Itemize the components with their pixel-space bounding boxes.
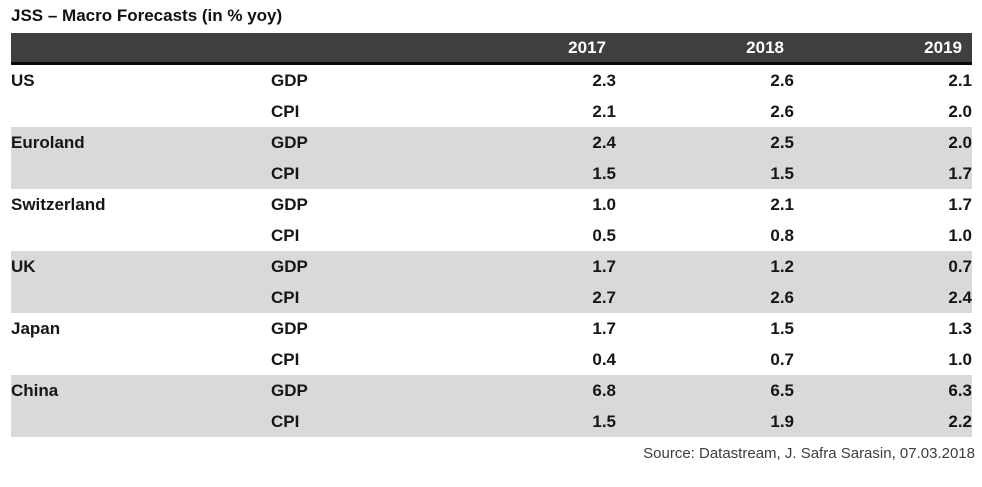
country-cell: US bbox=[11, 63, 271, 96]
value-cell: 0.7 bbox=[794, 251, 972, 282]
page-title: JSS – Macro Forecasts (in % yoy) bbox=[11, 6, 283, 25]
value-cell: 2.6 bbox=[616, 282, 794, 313]
value-cell: 1.5 bbox=[438, 158, 616, 189]
country-cell: China bbox=[11, 375, 271, 406]
value-cell: 2.4 bbox=[794, 282, 972, 313]
value-cell: 2.1 bbox=[794, 63, 972, 96]
header-spacer-metric bbox=[271, 33, 438, 65]
value-cell: 1.2 bbox=[616, 251, 794, 282]
value-cell: 1.7 bbox=[438, 251, 616, 282]
value-cell: 2.2 bbox=[794, 406, 972, 437]
value-cell: 2.0 bbox=[794, 96, 972, 127]
value-cell: 1.5 bbox=[616, 158, 794, 189]
value-cell: 0.5 bbox=[438, 220, 616, 251]
value-cell: 1.5 bbox=[438, 406, 616, 437]
country-cell bbox=[11, 158, 271, 189]
metric-cell: CPI bbox=[271, 220, 438, 251]
value-cell: 1.0 bbox=[438, 189, 616, 220]
table-row-uk-gdp: UK GDP 1.7 1.2 0.7 bbox=[11, 251, 972, 282]
metric-cell: GDP bbox=[271, 189, 438, 220]
country-cell: Japan bbox=[11, 313, 271, 344]
value-cell: 1.9 bbox=[616, 406, 794, 437]
metric-cell: GDP bbox=[271, 127, 438, 158]
value-cell: 2.7 bbox=[438, 282, 616, 313]
table-row-euroland-cpi: CPI 1.5 1.5 1.7 bbox=[11, 158, 972, 189]
table-row-japan-gdp: Japan GDP 1.7 1.5 1.3 bbox=[11, 313, 972, 344]
country-cell bbox=[11, 344, 271, 375]
value-cell: 2.1 bbox=[616, 189, 794, 220]
table-row-us-cpi: CPI 2.1 2.6 2.0 bbox=[11, 96, 972, 127]
value-cell: 6.8 bbox=[438, 375, 616, 406]
value-cell: 1.7 bbox=[794, 158, 972, 189]
value-cell: 2.6 bbox=[616, 63, 794, 96]
country-cell: Switzerland bbox=[11, 189, 271, 220]
value-cell: 1.0 bbox=[794, 344, 972, 375]
table-row-china-cpi: CPI 1.5 1.9 2.2 bbox=[11, 406, 972, 437]
value-cell: 1.0 bbox=[794, 220, 972, 251]
value-cell: 2.6 bbox=[616, 96, 794, 127]
country-cell bbox=[11, 282, 271, 313]
table-row-switzerland-cpi: CPI 0.5 0.8 1.0 bbox=[11, 220, 972, 251]
country-cell bbox=[11, 406, 271, 437]
forecast-table: 2017 2018 2019 US GDP 2.3 2.6 2.1 CPI 2.… bbox=[11, 33, 972, 437]
metric-cell: GDP bbox=[271, 313, 438, 344]
country-cell bbox=[11, 220, 271, 251]
table-row-japan-cpi: CPI 0.4 0.7 1.0 bbox=[11, 344, 972, 375]
value-cell: 0.7 bbox=[616, 344, 794, 375]
country-cell: Euroland bbox=[11, 127, 271, 158]
metric-cell: CPI bbox=[271, 282, 438, 313]
table-row-euroland-gdp: Euroland GDP 2.4 2.5 2.0 bbox=[11, 127, 972, 158]
value-cell: 0.8 bbox=[616, 220, 794, 251]
year-column-header-2018: 2018 bbox=[616, 33, 794, 65]
value-cell: 1.5 bbox=[616, 313, 794, 344]
table-row-switzerland-gdp: Switzerland GDP 1.0 2.1 1.7 bbox=[11, 189, 972, 220]
value-cell: 2.5 bbox=[616, 127, 794, 158]
value-cell: 6.5 bbox=[616, 375, 794, 406]
table-header-row: 2017 2018 2019 bbox=[11, 33, 972, 65]
value-cell: 1.3 bbox=[794, 313, 972, 344]
value-cell: 2.3 bbox=[438, 63, 616, 96]
value-cell: 0.4 bbox=[438, 344, 616, 375]
table-row-china-gdp: China GDP 6.8 6.5 6.3 bbox=[11, 375, 972, 406]
metric-cell: CPI bbox=[271, 344, 438, 375]
value-cell: 2.0 bbox=[794, 127, 972, 158]
year-column-header-2017: 2017 bbox=[438, 33, 616, 65]
metric-cell: GDP bbox=[271, 375, 438, 406]
value-cell: 2.1 bbox=[438, 96, 616, 127]
metric-cell: GDP bbox=[271, 63, 438, 96]
year-column-header-2019: 2019 bbox=[794, 33, 972, 65]
metric-cell: CPI bbox=[271, 96, 438, 127]
value-cell: 1.7 bbox=[438, 313, 616, 344]
table-row-uk-cpi: CPI 2.7 2.6 2.4 bbox=[11, 282, 972, 313]
value-cell: 6.3 bbox=[794, 375, 972, 406]
country-cell bbox=[11, 96, 271, 127]
metric-cell: GDP bbox=[271, 251, 438, 282]
table-row-us-gdp: US GDP 2.3 2.6 2.1 bbox=[11, 63, 972, 96]
metric-cell: CPI bbox=[271, 158, 438, 189]
value-cell: 2.4 bbox=[438, 127, 616, 158]
country-cell: UK bbox=[11, 251, 271, 282]
metric-cell: CPI bbox=[271, 406, 438, 437]
header-spacer-country bbox=[11, 33, 271, 65]
source-note: Source: Datastream, J. Safra Sarasin, 07… bbox=[643, 445, 975, 462]
value-cell: 1.7 bbox=[794, 189, 972, 220]
